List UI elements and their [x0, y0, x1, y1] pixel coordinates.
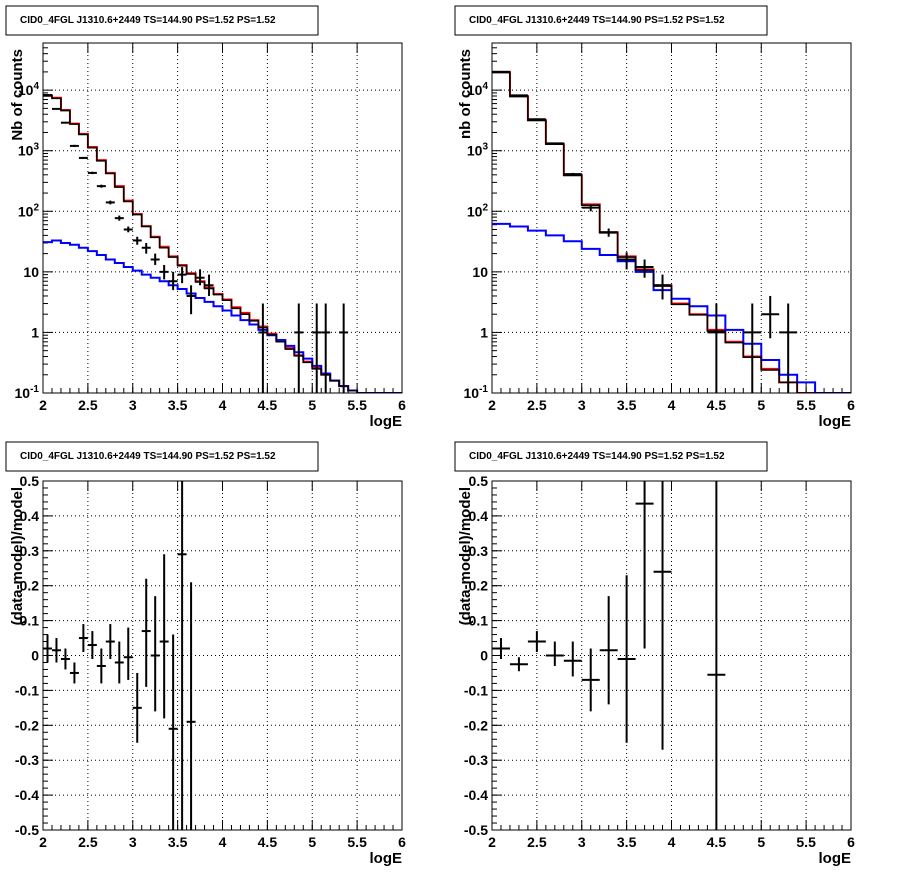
- x-tick-label: 4.5: [707, 834, 727, 850]
- x-tick-label: 5.5: [347, 397, 367, 413]
- y-tick-label: 102: [467, 202, 489, 219]
- plot-frame: [491, 42, 852, 394]
- chart-title: CID0_4FGL J1310.6+2449 TS=144.90 PS=1.52…: [20, 15, 276, 26]
- plot-frame: [42, 480, 403, 831]
- x-tick-label: 4.5: [258, 397, 278, 413]
- chart-panel-bottom-left: CID0_4FGL J1310.6+2449 TS=144.90 PS=1.52…: [5, 441, 406, 867]
- x-tick-label: 3.5: [617, 834, 637, 850]
- title-box: [454, 441, 768, 472]
- x-tick-label: 3: [578, 834, 586, 850]
- x-tick-label: 4: [668, 397, 676, 413]
- y-tick-label: 0.1: [20, 613, 40, 629]
- x-tick-label: 2.5: [78, 834, 98, 850]
- x-tick-label: 5: [308, 834, 316, 850]
- y-tick-label: 0.4: [20, 508, 40, 524]
- y-tick-label: 0.1: [469, 613, 489, 629]
- y-axis-label: (data-model)/model: [457, 487, 474, 625]
- x-tick-label: 4.5: [258, 834, 278, 850]
- y-tick-label: 102: [18, 202, 40, 219]
- y-tick-label: -0.5: [464, 822, 488, 838]
- y-tick-label: 0.2: [20, 578, 40, 594]
- y-tick-label: 0: [480, 648, 488, 664]
- y-tick-label: 0.5: [469, 473, 489, 489]
- chart-panel-top-left: CID0_4FGL J1310.6+2449 TS=144.90 PS=1.52…: [5, 5, 406, 430]
- y-tick-label: -0.2: [464, 717, 488, 733]
- y-tick-label: 10-1: [464, 384, 489, 401]
- plot-frame: [491, 480, 852, 831]
- y-tick-label: -0.2: [15, 717, 39, 733]
- x-tick-label: 3.5: [168, 397, 188, 413]
- y-tick-label: 1: [31, 324, 39, 340]
- x-tick-label: 2: [488, 834, 496, 850]
- x-tick-label: 3: [129, 834, 137, 850]
- x-tick-label: 2: [488, 397, 496, 413]
- y-tick-label: -0.3: [15, 752, 39, 768]
- x-tick-label: 5.5: [796, 834, 816, 850]
- x-tick-label: 3.5: [617, 397, 637, 413]
- y-tick-label: 1: [480, 324, 488, 340]
- y-tick-label: -0.1: [15, 682, 39, 698]
- x-tick-label: 6: [847, 397, 855, 413]
- y-tick-label: 0.3: [469, 543, 489, 559]
- x-tick-label: 5: [757, 834, 765, 850]
- y-tick-label: 0.3: [20, 543, 40, 559]
- x-tick-label: 5.5: [347, 834, 367, 850]
- y-tick-label: 0.4: [469, 508, 489, 524]
- x-axis-label: logE: [819, 413, 852, 430]
- title-box: [454, 5, 768, 36]
- chart-title: CID0_4FGL J1310.6+2449 TS=144.90 PS=1.52…: [20, 451, 276, 462]
- y-tick-label: 103: [467, 142, 489, 159]
- x-tick-label: 3: [578, 397, 586, 413]
- x-tick-label: 3.5: [168, 834, 188, 850]
- x-tick-label: 6: [847, 834, 855, 850]
- y-tick-label: 0: [31, 648, 39, 664]
- y-tick-label: 104: [18, 81, 40, 98]
- y-tick-label: 104: [467, 81, 489, 98]
- chart-panel-top-right: CID0_4FGL J1310.6+2449 TS=144.90 PS=1.52…: [454, 5, 855, 430]
- x-tick-label: 2: [39, 397, 47, 413]
- y-axis-label: nb of counts: [457, 49, 474, 139]
- plot-frame: [42, 42, 403, 394]
- x-tick-label: 2.5: [527, 834, 547, 850]
- x-tick-label: 2.5: [78, 397, 98, 413]
- series-total-model: [43, 94, 402, 393]
- y-tick-label: 10: [472, 264, 488, 280]
- y-axis-label: (data-model)/model: [9, 487, 26, 625]
- x-tick-label: 4: [668, 834, 676, 850]
- x-tick-label: 5: [308, 397, 316, 413]
- x-axis-label: logE: [819, 850, 852, 867]
- x-tick-label: 4: [219, 397, 227, 413]
- y-tick-label: 0.5: [20, 473, 40, 489]
- x-tick-label: 6: [398, 397, 406, 413]
- series-data-curve: [43, 95, 402, 393]
- y-tick-label: -0.4: [464, 787, 488, 803]
- chart-title: CID0_4FGL J1310.6+2449 TS=144.90 PS=1.52…: [469, 451, 725, 462]
- y-tick-label: -0.1: [464, 682, 488, 698]
- y-tick-label: 10: [23, 264, 39, 280]
- x-tick-label: 2: [39, 834, 47, 850]
- x-axis-label: logE: [370, 413, 403, 430]
- y-tick-label: 10-1: [15, 384, 40, 401]
- y-tick-label: -0.4: [15, 787, 39, 803]
- x-tick-label: 5.5: [796, 397, 816, 413]
- y-tick-label: 0.2: [469, 578, 489, 594]
- chart-panel-bottom-right: CID0_4FGL J1310.6+2449 TS=144.90 PS=1.52…: [454, 441, 855, 867]
- x-tick-label: 5: [757, 397, 765, 413]
- chart-title: CID0_4FGL J1310.6+2449 TS=144.90 PS=1.52…: [469, 15, 725, 26]
- x-tick-label: 6: [398, 834, 406, 850]
- y-tick-label: -0.3: [464, 752, 488, 768]
- x-axis-label: logE: [370, 850, 403, 867]
- x-tick-label: 2.5: [527, 397, 547, 413]
- x-tick-label: 4: [219, 834, 227, 850]
- y-tick-label: 103: [18, 142, 40, 159]
- title-box: [5, 441, 319, 472]
- title-box: [5, 5, 319, 36]
- x-tick-label: 4.5: [707, 397, 727, 413]
- y-axis-label: Nb of counts: [9, 49, 26, 141]
- y-tick-label: -0.5: [15, 822, 39, 838]
- x-tick-label: 3: [129, 397, 137, 413]
